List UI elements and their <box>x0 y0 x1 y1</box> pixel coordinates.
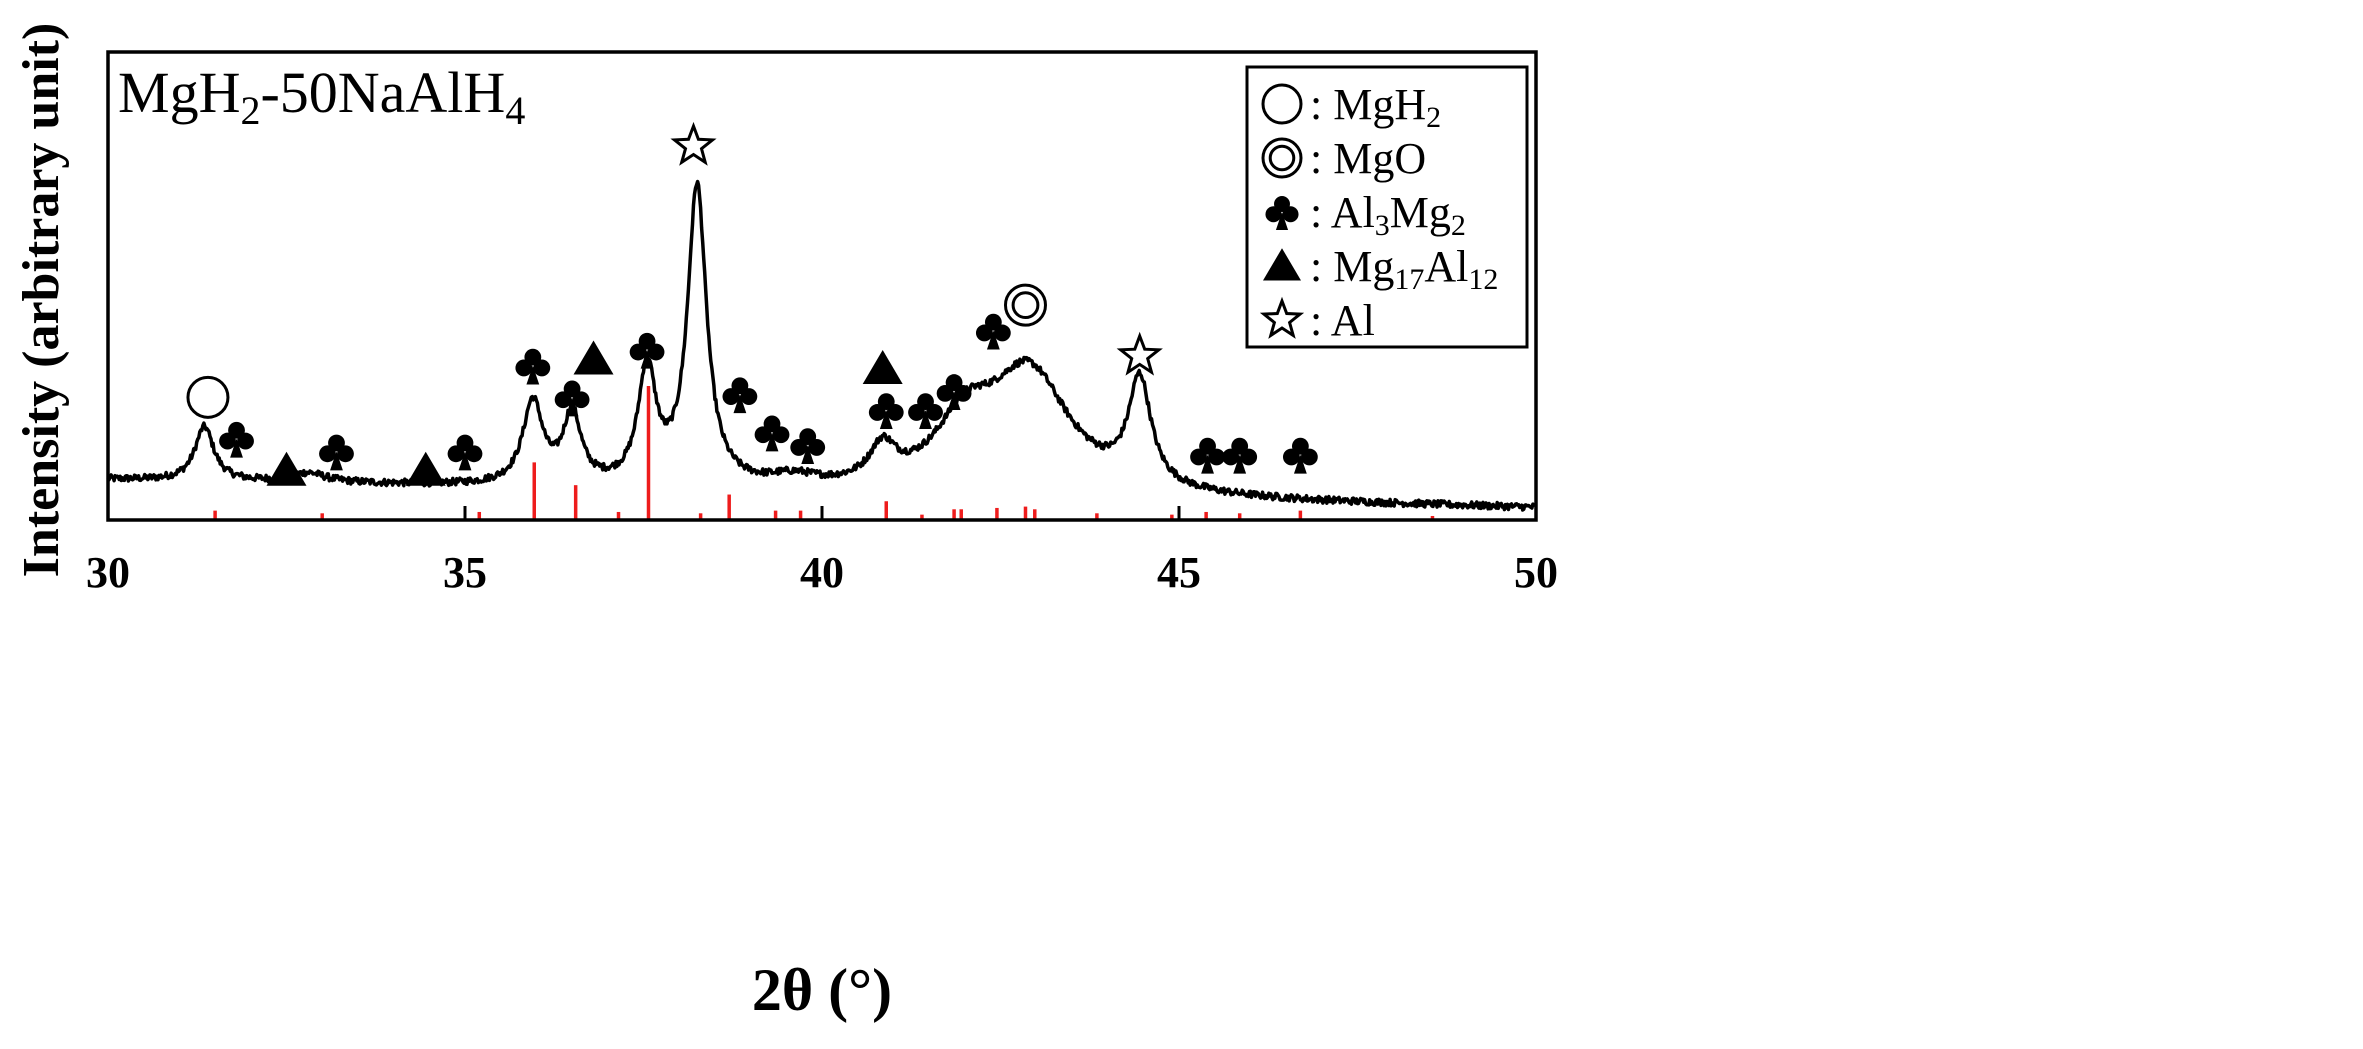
circle-marker <box>186 375 230 419</box>
club-marker <box>1222 437 1258 474</box>
club-marker <box>908 393 943 430</box>
club-marker <box>219 421 254 458</box>
club-marker <box>1282 437 1318 474</box>
star-marker <box>1116 331 1163 376</box>
legend-label: : MgH2 <box>1310 80 1441 134</box>
club-marker <box>629 332 665 369</box>
legend-label: : Al <box>1310 296 1375 345</box>
club-marker <box>1190 437 1225 474</box>
club-marker <box>754 415 790 452</box>
legend-label: : Mg17Al12 <box>1310 242 1498 296</box>
double-circle-marker <box>1003 283 1047 327</box>
x-tick-label: 35 <box>443 548 487 597</box>
x-tick-label: 40 <box>800 548 844 597</box>
triangle-marker <box>1263 248 1301 281</box>
club-marker <box>554 380 590 417</box>
sample-label: MgH2-50NaAlH4 <box>118 60 525 133</box>
club-marker <box>936 374 972 410</box>
star-marker <box>1259 296 1305 339</box>
club-marker <box>868 393 904 430</box>
circle-marker <box>1261 83 1303 125</box>
club-marker <box>790 428 826 465</box>
x-tick-label: 30 <box>86 548 130 597</box>
club-marker <box>447 434 483 471</box>
triangle-marker <box>862 350 903 385</box>
x-tick-label: 50 <box>1514 548 1558 597</box>
club-marker <box>1265 196 1299 231</box>
club-marker <box>722 377 758 414</box>
legend-label: : MgO <box>1310 134 1426 183</box>
star-marker <box>670 121 717 166</box>
double-circle-marker <box>1261 137 1303 179</box>
y-axis-title: Intensity (arbitrary unit) <box>13 23 70 578</box>
triangle-marker <box>573 340 614 375</box>
x-tick-label: 45 <box>1157 548 1201 597</box>
club-marker <box>975 313 1011 350</box>
legend: : MgH2: MgO : Al3Mg2: Mg17Al12: Al <box>1245 65 1529 349</box>
x-axis-ticks: 30 35 40 45 50 <box>86 506 1558 597</box>
triangle-marker <box>266 451 307 486</box>
pattern-group <box>106 179 1537 512</box>
legend-items: : MgH2: MgO : Al3Mg2: Mg17Al12: Al <box>1259 80 1498 345</box>
phase-markers-group <box>186 121 1318 486</box>
club-marker <box>319 434 354 471</box>
legend-label: : Al3Mg2 <box>1310 188 1466 242</box>
club-marker <box>515 348 551 385</box>
triangle-marker <box>405 451 446 486</box>
xrd-pattern-line <box>106 179 1537 512</box>
x-axis-title: 2θ (°) <box>752 957 892 1023</box>
